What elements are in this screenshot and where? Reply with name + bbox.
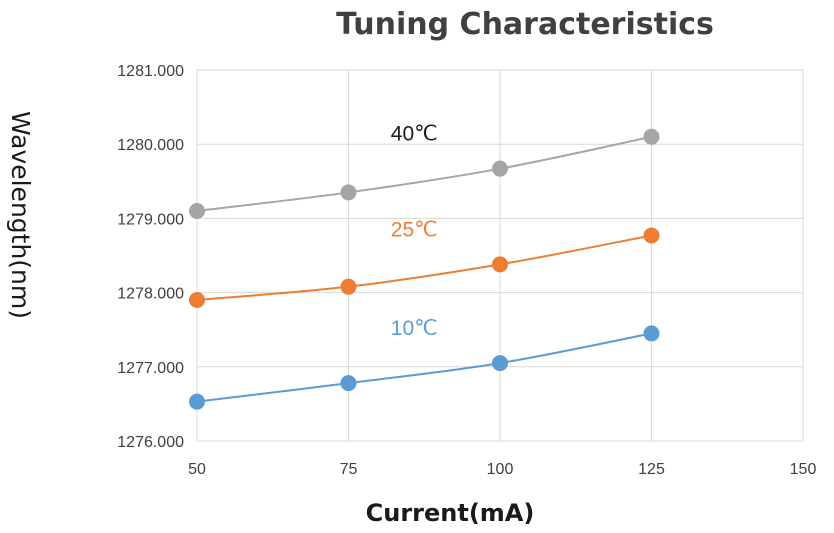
y-axis-label: Wavelength(nm)	[6, 111, 35, 319]
data-point	[492, 256, 508, 273]
series-line	[196, 332, 652, 403]
x-tick-label: 75	[340, 461, 358, 478]
series-label: 25℃	[391, 218, 438, 241]
plot-grid	[196, 69, 804, 442]
series-label: 10℃	[391, 317, 438, 340]
x-tick-label: 100	[487, 461, 514, 478]
data-point	[643, 128, 660, 145]
x-tick-label: 125	[638, 461, 665, 478]
series-2: 10℃	[189, 317, 660, 410]
y-tick-label: 1279.000	[117, 211, 184, 228]
series-0: 40℃	[189, 123, 660, 219]
y-tick-label: 1278.000	[117, 286, 184, 303]
y-tick-label: 1276.000	[117, 434, 184, 451]
data-point	[340, 278, 357, 295]
data-point	[189, 292, 205, 309]
series-1: 25℃	[189, 218, 660, 309]
series-layer: 40℃ 25℃ 10℃	[189, 123, 660, 410]
y-tick-label: 1281.000	[117, 63, 184, 80]
x-axis-ticks: 50 75 100 125 150	[188, 461, 816, 478]
y-tick-label: 1277.000	[117, 360, 184, 377]
data-point	[189, 202, 205, 219]
data-point	[643, 325, 660, 342]
series-label: 40℃	[391, 123, 438, 146]
y-tick-label: 1280.000	[117, 137, 184, 154]
data-point	[492, 355, 508, 372]
data-point	[340, 375, 357, 392]
series-line	[196, 135, 652, 212]
series-line	[196, 234, 652, 302]
x-tick-label: 150	[790, 461, 817, 478]
data-point	[189, 393, 205, 410]
chart-title: Tuning Characteristics	[336, 7, 714, 42]
data-point	[492, 160, 508, 177]
x-axis-label: Current(mA)	[366, 499, 535, 527]
x-tick-label: 50	[188, 461, 206, 478]
data-point	[340, 184, 357, 201]
y-axis-ticks: 1276.000 1277.000 1278.000 1279.000 1280.000…	[117, 63, 184, 451]
data-point	[643, 227, 660, 244]
